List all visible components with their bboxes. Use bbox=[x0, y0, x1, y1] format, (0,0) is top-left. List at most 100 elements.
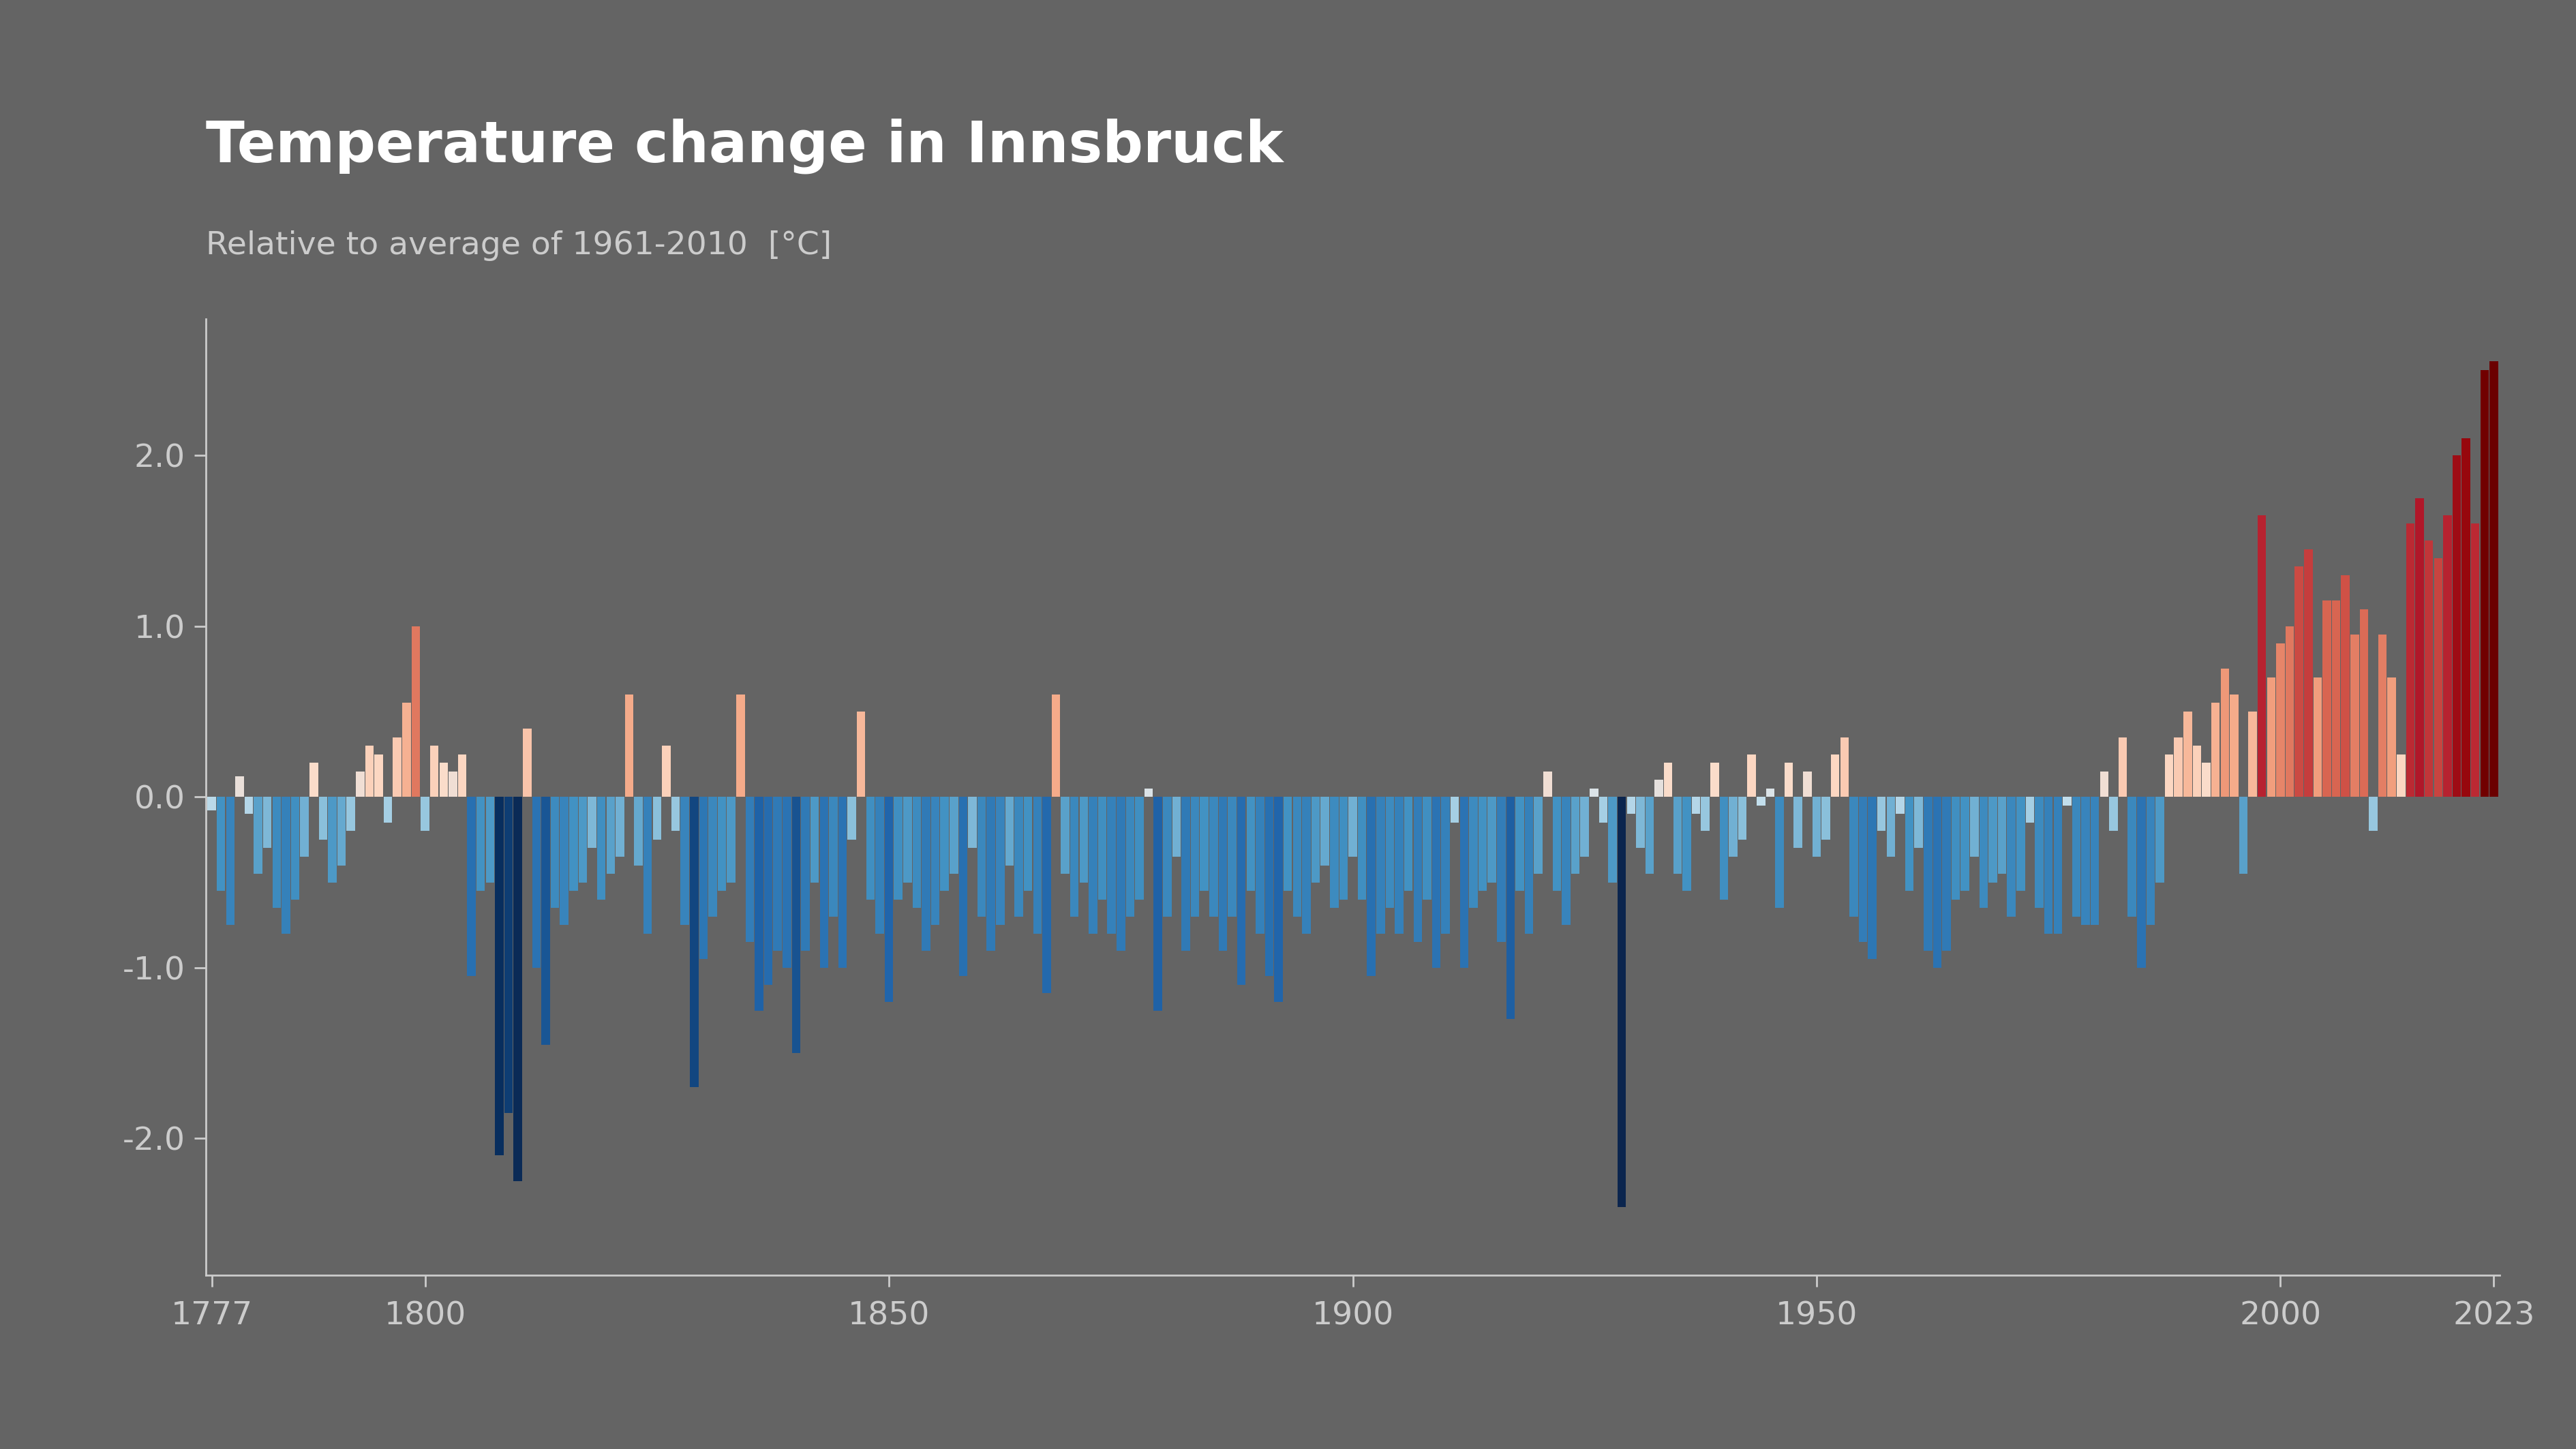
Bar bbox=[273, 797, 281, 909]
Bar bbox=[366, 746, 374, 797]
Bar bbox=[2470, 523, 2478, 797]
Bar bbox=[2360, 609, 2367, 797]
Bar bbox=[255, 797, 263, 874]
Bar bbox=[1275, 797, 1283, 1001]
Bar bbox=[1950, 797, 1960, 900]
Bar bbox=[1960, 797, 1968, 891]
Bar bbox=[1422, 797, 1430, 900]
Bar bbox=[616, 797, 623, 856]
Bar bbox=[1589, 788, 1597, 797]
Bar bbox=[523, 729, 531, 797]
Bar bbox=[394, 738, 402, 797]
Bar bbox=[1043, 797, 1051, 994]
Bar bbox=[1136, 797, 1144, 900]
Bar bbox=[1672, 797, 1682, 874]
Bar bbox=[2367, 797, 2378, 832]
Bar bbox=[337, 797, 345, 865]
Bar bbox=[1005, 797, 1012, 865]
Bar bbox=[1497, 797, 1504, 942]
Bar bbox=[719, 797, 726, 891]
Bar bbox=[2388, 678, 2396, 797]
Bar bbox=[291, 797, 299, 900]
Bar bbox=[541, 797, 549, 1045]
Bar bbox=[1757, 797, 1765, 806]
Bar bbox=[1218, 797, 1226, 951]
Bar bbox=[2481, 369, 2488, 797]
Bar bbox=[672, 797, 680, 832]
Bar bbox=[420, 797, 430, 832]
Bar bbox=[1868, 797, 1875, 959]
Bar bbox=[327, 797, 337, 882]
Bar bbox=[829, 797, 837, 917]
Bar bbox=[2434, 558, 2442, 797]
Bar bbox=[598, 797, 605, 900]
Bar bbox=[2182, 711, 2192, 797]
Bar bbox=[726, 797, 734, 882]
Bar bbox=[2285, 626, 2293, 797]
Bar bbox=[1468, 797, 1476, 909]
Bar bbox=[1162, 797, 1172, 917]
Bar bbox=[1857, 797, 1868, 942]
Bar bbox=[1914, 797, 1922, 848]
Bar bbox=[2228, 694, 2239, 797]
Bar bbox=[2110, 797, 2117, 832]
Bar bbox=[773, 797, 781, 951]
Bar bbox=[1728, 797, 1736, 856]
Bar bbox=[1932, 797, 1940, 968]
Bar bbox=[355, 771, 363, 797]
Bar bbox=[1051, 694, 1059, 797]
Bar bbox=[2442, 516, 2450, 797]
Bar bbox=[1692, 797, 1700, 814]
Bar bbox=[680, 797, 688, 924]
Bar bbox=[1996, 797, 2007, 874]
Bar bbox=[912, 797, 920, 909]
Bar bbox=[1839, 738, 1847, 797]
Bar bbox=[459, 755, 466, 797]
Bar bbox=[1301, 797, 1311, 933]
Bar bbox=[2164, 755, 2172, 797]
Bar bbox=[1329, 797, 1337, 909]
Bar bbox=[1561, 797, 1569, 924]
Bar bbox=[876, 797, 884, 933]
Bar bbox=[2406, 523, 2414, 797]
Bar bbox=[837, 797, 848, 968]
Bar bbox=[1394, 797, 1404, 933]
Bar bbox=[1015, 797, 1023, 917]
Bar bbox=[1061, 797, 1069, 874]
Bar bbox=[2414, 498, 2424, 797]
Bar bbox=[1646, 797, 1654, 874]
Bar bbox=[559, 797, 569, 924]
Bar bbox=[1924, 797, 1932, 951]
Bar bbox=[495, 797, 502, 1156]
Bar bbox=[2136, 797, 2146, 968]
Bar bbox=[1785, 762, 1793, 797]
Bar bbox=[819, 797, 827, 968]
Bar bbox=[309, 762, 317, 797]
Bar bbox=[940, 797, 948, 891]
Bar bbox=[2275, 643, 2285, 797]
Bar bbox=[2249, 711, 2257, 797]
Bar bbox=[1664, 762, 1672, 797]
Bar bbox=[930, 797, 940, 924]
Bar bbox=[866, 797, 873, 900]
Bar bbox=[2396, 755, 2403, 797]
Bar bbox=[884, 797, 894, 1001]
Bar bbox=[1236, 797, 1244, 985]
Bar bbox=[384, 797, 392, 823]
Bar bbox=[2156, 797, 2164, 882]
Bar bbox=[2174, 738, 2182, 797]
Bar bbox=[958, 797, 966, 977]
Bar bbox=[466, 797, 477, 977]
Bar bbox=[2267, 678, 2275, 797]
Bar bbox=[1090, 797, 1097, 933]
Bar bbox=[2424, 540, 2432, 797]
Bar bbox=[1440, 797, 1450, 933]
Bar bbox=[1115, 797, 1126, 951]
Bar bbox=[2099, 771, 2107, 797]
Bar bbox=[1525, 797, 1533, 933]
Bar bbox=[1486, 797, 1497, 882]
Bar bbox=[987, 797, 994, 951]
Bar bbox=[487, 797, 495, 882]
Bar bbox=[2321, 600, 2331, 797]
Bar bbox=[1311, 797, 1319, 882]
